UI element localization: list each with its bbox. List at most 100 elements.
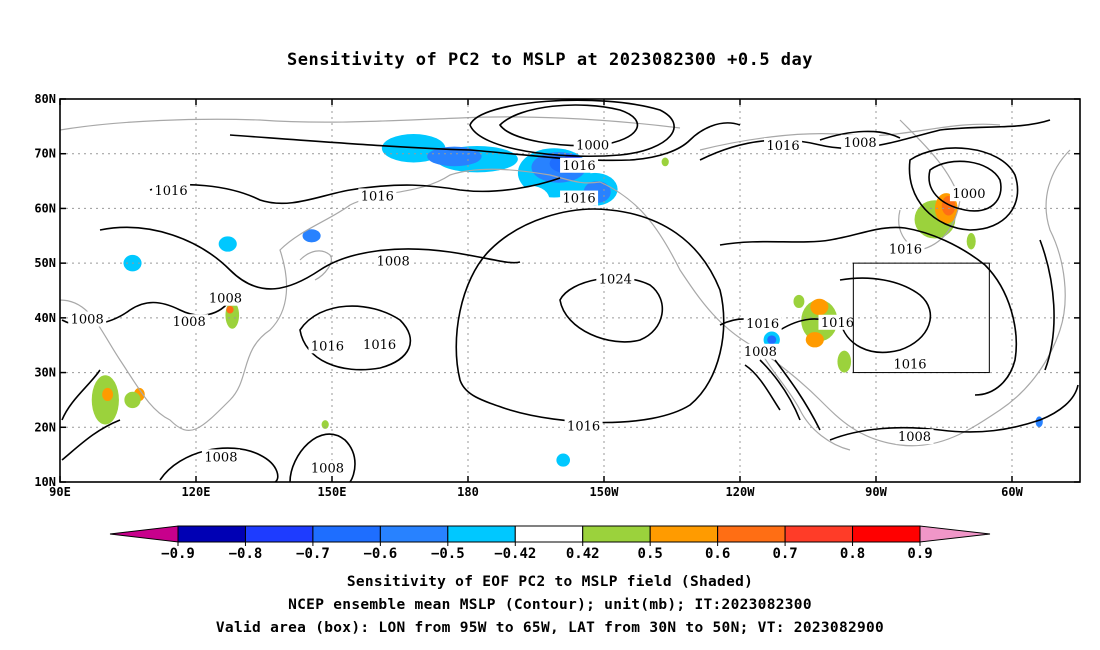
colorbar-label: 0.8: [840, 546, 865, 562]
contour-1008-atlantic: [829, 384, 1079, 441]
contour-1008-southwest: [61, 369, 121, 461]
y-tick-label: 20N: [34, 420, 56, 434]
x-tick-label: 150W: [590, 485, 620, 499]
coastline-japan: [299, 250, 332, 281]
sensitivity-patch: [236, 200, 264, 228]
contour-1008-southwest-us: [744, 359, 821, 431]
y-tick-label: 40N: [34, 311, 56, 325]
sensitivity-patch: [793, 294, 805, 309]
contour-1024-high: [559, 277, 664, 343]
contour-label-bg: [596, 271, 635, 287]
colorbar-box: [177, 525, 246, 543]
sensitivity-patch: [999, 292, 1007, 306]
contour-label-bg: [308, 460, 347, 476]
sensitivity-patch: [218, 236, 237, 252]
sensitivity-patch: [173, 193, 228, 224]
colorbar-label: −0.8: [229, 546, 263, 562]
contour-1008-low: [908, 147, 1019, 231]
sensitivity-patch: [302, 229, 321, 243]
colorbar-arrow-high: [919, 525, 991, 543]
colorbar-box: [582, 525, 651, 543]
colorbar: −0.9 −0.8 −0.7 −0.6 −0.5 −0.42 0.42 0.5 0.6 0.7 0.…: [109, 525, 991, 562]
contour-1008-labrador: [819, 130, 901, 141]
contour-label-bg: [206, 290, 245, 306]
contour-label-bg: [358, 188, 397, 204]
contour-label-bg: [68, 311, 107, 327]
colorbar-label: −0.9: [161, 546, 195, 562]
contour-label: 1016: [563, 192, 596, 207]
chart-title: Sensitivity of PC2 to MSLP at 2023082300…: [286, 50, 813, 70]
colorbar-box: [717, 525, 786, 543]
contour-label: 1008: [377, 255, 410, 270]
contour-label-bg: [741, 343, 780, 359]
y-tick-label: 80N: [34, 92, 56, 106]
contour-label: 1016: [361, 189, 394, 204]
colorbar-label: −0.7: [296, 546, 330, 562]
sensitivity-patch: [513, 185, 550, 215]
y-tick-label: 10N: [34, 475, 56, 489]
sensitivity-patch: [767, 335, 777, 345]
sensitivity-patch: [526, 216, 555, 244]
contour-1016-siberia: [149, 177, 561, 205]
colorbar-box: [514, 525, 584, 543]
coastline-centralamerica: [759, 349, 851, 451]
colorbar-label: 0.6: [705, 546, 730, 562]
colorbar-box: [649, 525, 719, 543]
contour-label: 1008: [209, 292, 242, 307]
colorbar-label: 0.42: [566, 546, 600, 562]
mslp-contours: [61, 99, 1079, 482]
contour-label: 1008: [204, 450, 237, 465]
contour-label: 1016: [893, 357, 926, 372]
colorbar-label: −0.5: [431, 546, 465, 562]
contour-label: 1016: [311, 339, 344, 354]
y-axis: 10N 20N 30N 40N 50N 60N 70N 80N: [34, 92, 1080, 489]
sensitivity-patch: [226, 305, 234, 314]
contour-label: 1000: [952, 187, 985, 202]
sensitivity-patch: [556, 453, 570, 467]
contour-label-bg: [564, 418, 603, 434]
sensitivity-patch: [328, 266, 336, 276]
colorbar-label: −0.42: [494, 546, 536, 562]
colorbar-box: [852, 525, 921, 543]
caption-valid-area: Valid area (box): LON from 95W to 65W, L…: [215, 620, 885, 636]
colorbar-label: 0.7: [772, 546, 797, 562]
contour-label-bg: [201, 449, 240, 465]
contour-label-bg: [743, 315, 782, 331]
y-tick-label: 60N: [34, 201, 56, 215]
colorbar-box: [784, 525, 854, 543]
sensitivity-patch: [102, 387, 114, 402]
contour-1008-south: [159, 433, 356, 482]
contour-label-bg: [152, 182, 191, 198]
caption-contour: NCEP ensemble mean MSLP (Contour); unit(…: [288, 597, 812, 613]
colorbar-box: [312, 525, 381, 543]
coastline-arctic: [60, 116, 681, 131]
contour-label: 1008: [844, 136, 877, 151]
contour-label-bg: [886, 241, 925, 257]
x-tick-label: 90W: [865, 485, 887, 499]
contour-1016-canada: [719, 226, 1018, 396]
contour-label: 1016: [746, 317, 779, 332]
valid-area-box: [852, 262, 990, 374]
contour-label: 1016: [821, 316, 854, 331]
contour-1016-us-east: [839, 277, 932, 354]
sensitivity-patch: [805, 332, 824, 348]
x-axis: 90E 120E 150E 180 150W 120W 90W 60W: [49, 99, 1024, 499]
contour-1000-low: [928, 160, 1002, 212]
y-tick-label: 70N: [34, 147, 56, 161]
contour-label-bg: [560, 190, 599, 206]
y-tick-label: 50N: [34, 256, 56, 270]
contour-label: 1008: [173, 315, 206, 330]
contour-label-bg: [360, 337, 399, 353]
y-tick-label: 30N: [34, 366, 56, 380]
colorbar-label: 0.9: [907, 546, 932, 562]
contour-label-bg: [573, 137, 612, 153]
colorbar-arrow-low: [109, 525, 179, 543]
sensitivity-patch: [1069, 445, 1077, 459]
contour-label-bg: [170, 314, 209, 330]
sensitivity-patch: [427, 146, 482, 167]
contour-label-bg: [560, 157, 599, 173]
sensitivity-patch: [661, 157, 669, 167]
contour-label: 1016: [767, 139, 800, 154]
contour-label-bg: [895, 429, 934, 445]
